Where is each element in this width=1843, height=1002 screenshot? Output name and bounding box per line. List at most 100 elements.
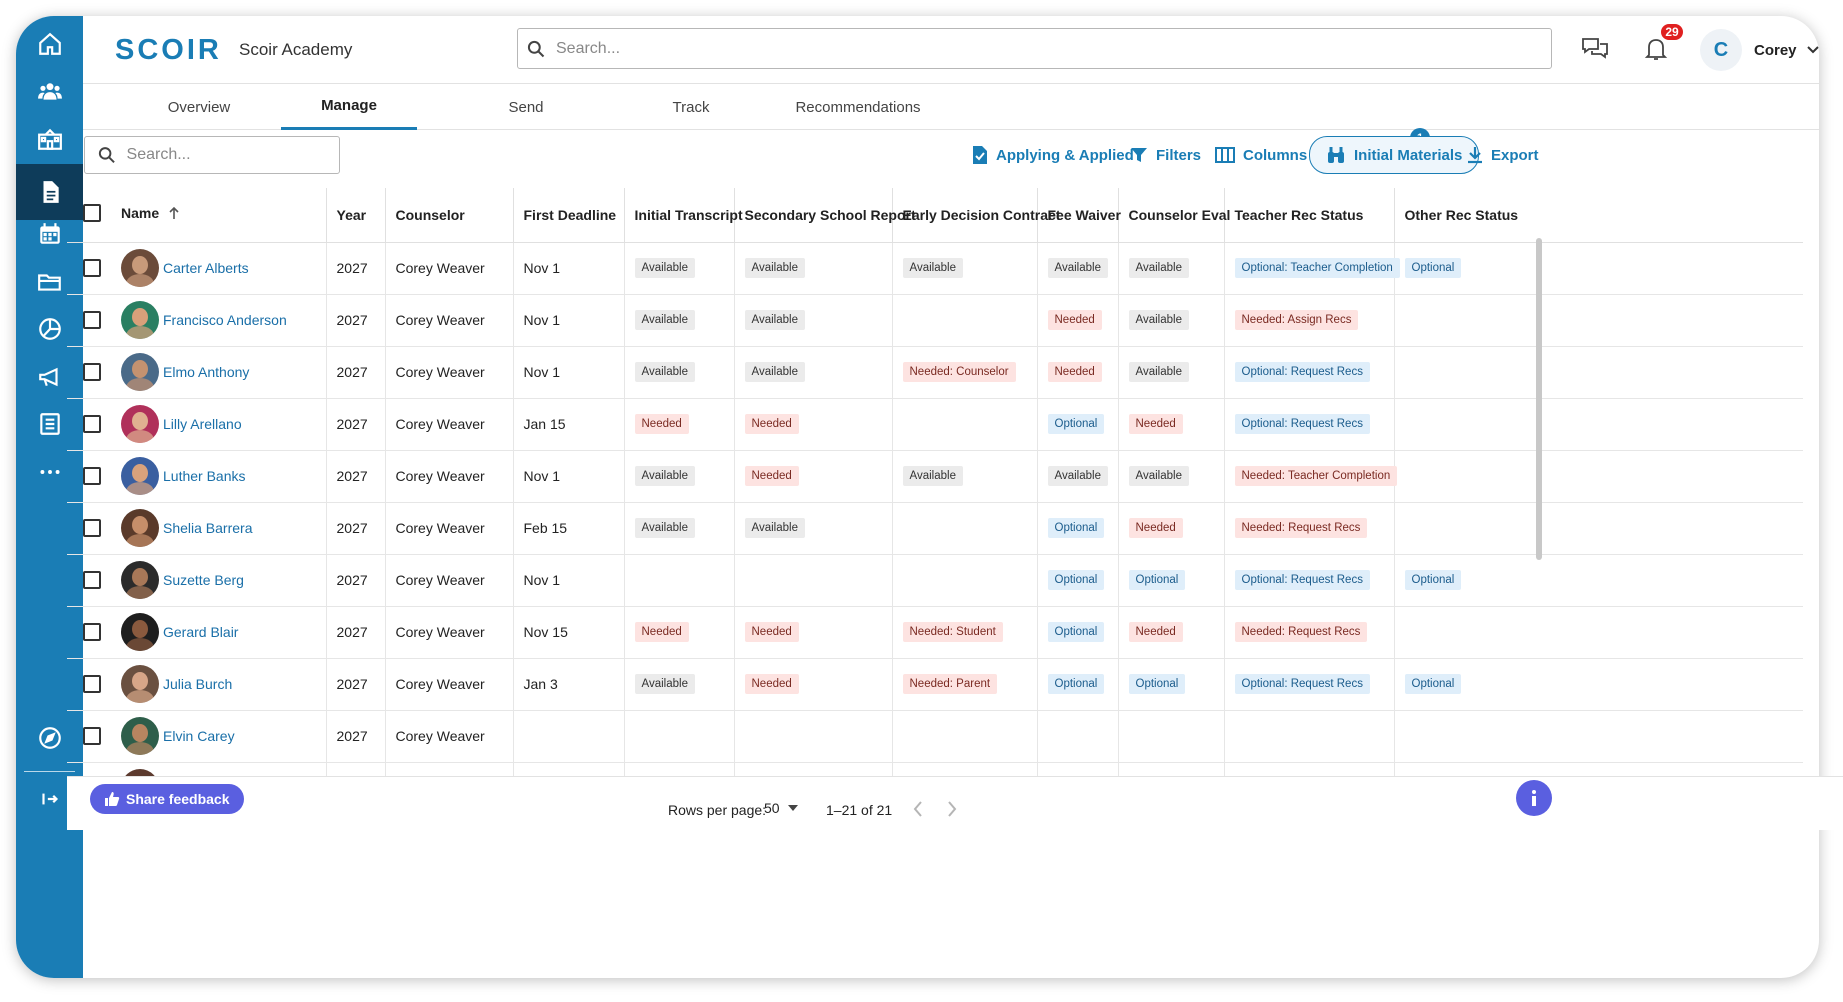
table-row[interactable]: Shelia Barrera 2027 Corey Weaver Feb 15 Avai… bbox=[67, 502, 1803, 555]
row-checkbox[interactable] bbox=[83, 727, 101, 745]
expand-sidebar-icon[interactable] bbox=[16, 771, 83, 827]
cell-counselor: Corey Weaver bbox=[385, 294, 514, 347]
table-search[interactable] bbox=[84, 136, 340, 174]
student-name-link[interactable]: Lilly Arellano bbox=[163, 416, 242, 432]
compass-icon[interactable] bbox=[16, 710, 83, 766]
checklist-icon[interactable] bbox=[16, 396, 83, 452]
student-name-link[interactable]: Shelia Barrera bbox=[163, 520, 253, 536]
column-header-first-deadline[interactable]: First Deadline bbox=[513, 188, 625, 243]
sidebar-divider bbox=[24, 771, 75, 772]
student-name-link[interactable]: Gerard Blair bbox=[163, 624, 239, 640]
column-header-other-rec-status[interactable]: Other Rec Status bbox=[1394, 188, 1803, 243]
column-header-teacher-rec-status[interactable]: Teacher Rec Status bbox=[1224, 188, 1395, 243]
student-name-link[interactable]: Suzette Berg bbox=[163, 572, 244, 588]
cell-other bbox=[1394, 346, 1803, 399]
column-header-counselor[interactable]: Counselor bbox=[385, 188, 514, 243]
column-header-secondary-school-report[interactable]: Secondary School Report bbox=[734, 188, 916, 243]
previous-page-button[interactable] bbox=[912, 800, 924, 823]
row-checkbox[interactable] bbox=[83, 311, 101, 329]
share-feedback-button[interactable]: Share feedback bbox=[90, 784, 244, 814]
filters-label: Filters bbox=[1156, 146, 1202, 164]
column-header-counselor-eval[interactable]: Counselor Eval bbox=[1118, 188, 1230, 243]
export-button[interactable]: Export bbox=[1467, 140, 1539, 170]
student-name-link[interactable]: Julia Burch bbox=[163, 676, 233, 692]
table-row[interactable]: Francisco Anderson 2027 Corey Weaver Nov 1 A… bbox=[67, 294, 1803, 347]
row-checkbox[interactable] bbox=[83, 623, 101, 641]
cell-other: Optional bbox=[1394, 658, 1803, 711]
columns-button[interactable]: Columns bbox=[1215, 140, 1307, 170]
megaphone-icon[interactable] bbox=[16, 349, 83, 405]
table-row[interactable]: Suzette Berg 2027 Corey Weaver Nov 1 Optiona… bbox=[67, 554, 1803, 607]
applying-applied-button[interactable]: Applying & Applied bbox=[972, 140, 1134, 170]
student-cell: Carter Alberts bbox=[67, 242, 327, 295]
row-checkbox[interactable] bbox=[83, 675, 101, 693]
tab-manage[interactable]: Manage bbox=[281, 84, 417, 130]
table-row[interactable]: Lilly Arellano 2027 Corey Weaver Jan 15 Need… bbox=[67, 398, 1803, 451]
column-header-year[interactable]: Year bbox=[326, 188, 386, 243]
column-header-initial-transcript[interactable]: Initial Transcript bbox=[624, 188, 743, 243]
rows-per-page-select[interactable]: 50 bbox=[764, 800, 798, 816]
row-checkbox[interactable] bbox=[83, 467, 101, 485]
global-search[interactable] bbox=[517, 28, 1552, 69]
table-row[interactable]: Carter Alberts 2027 Corey Weaver Nov 1 Avail… bbox=[67, 242, 1803, 295]
cell-text: 2027 bbox=[336, 312, 368, 328]
analytics-icon[interactable] bbox=[16, 301, 83, 357]
table-search-input[interactable] bbox=[126, 146, 339, 164]
row-checkbox[interactable] bbox=[83, 519, 101, 537]
avatar bbox=[121, 509, 159, 547]
row-checkbox[interactable] bbox=[83, 571, 101, 589]
table-scrollbar[interactable] bbox=[1536, 238, 1542, 560]
row-checkbox[interactable] bbox=[83, 415, 101, 433]
student-name-link[interactable]: Francisco Anderson bbox=[163, 312, 287, 328]
tab-send[interactable]: Send bbox=[508, 98, 544, 116]
next-page-button[interactable] bbox=[946, 800, 958, 823]
cell-text: 2027 bbox=[336, 624, 368, 640]
people-icon[interactable] bbox=[16, 63, 83, 119]
table-row[interactable]: Luther Banks 2027 Corey Weaver Nov 1 Availab… bbox=[67, 450, 1803, 503]
cell-fee: Optional bbox=[1037, 658, 1119, 711]
user-menu[interactable]: C Corey bbox=[1700, 28, 1819, 72]
avatar bbox=[121, 769, 159, 776]
more-icon[interactable] bbox=[16, 444, 83, 500]
row-checkbox[interactable] bbox=[83, 363, 101, 381]
student-name-link[interactable]: Luther Banks bbox=[163, 468, 246, 484]
avatar bbox=[121, 457, 159, 495]
initial-materials-button[interactable]: Initial Materials bbox=[1309, 136, 1480, 174]
calendar-icon[interactable] bbox=[16, 206, 83, 262]
student-name-link[interactable]: Elvin Carey bbox=[163, 728, 235, 744]
column-header-early-decision-contract[interactable]: Early Decision Contract bbox=[892, 188, 1060, 243]
cell-teacher bbox=[1224, 710, 1395, 763]
row-checkbox[interactable] bbox=[83, 259, 101, 277]
student-name-link[interactable]: Elmo Anthony bbox=[163, 364, 250, 380]
column-header-name[interactable]: Name bbox=[67, 188, 327, 243]
student-name-cell: Lilly Arellano bbox=[77, 405, 326, 443]
folder-icon[interactable] bbox=[16, 254, 83, 310]
home-icon[interactable] bbox=[16, 16, 83, 72]
cell-counselor: Corey Weaver bbox=[385, 554, 514, 607]
select-all-checkbox[interactable] bbox=[83, 204, 101, 223]
status-badge: Available bbox=[744, 258, 805, 278]
table-row[interactable]: Elvin Carey 2027 Corey Weaver bbox=[67, 710, 1803, 763]
school-icon[interactable] bbox=[16, 111, 83, 167]
table-row[interactable]: Gerard Blair 2027 Corey Weaver Nov 15 Needed… bbox=[67, 606, 1803, 659]
cell-edc: Needed: Counselor bbox=[892, 346, 1038, 399]
cell-fee: Optional bbox=[1037, 762, 1119, 776]
column-header-fee-waiver[interactable]: Fee Waiver bbox=[1037, 188, 1121, 243]
bell-icon[interactable] bbox=[1639, 32, 1673, 66]
status-badge: Available bbox=[744, 310, 805, 330]
table-row[interactable]: Marcie Christian2027Corey WeaverDec 1Nee… bbox=[67, 762, 1803, 776]
student-name-link[interactable]: Carter Alberts bbox=[163, 260, 249, 276]
global-search-input[interactable] bbox=[556, 39, 1479, 58]
table-row[interactable]: Julia Burch 2027 Corey Weaver Jan 3 Availabl… bbox=[67, 658, 1803, 711]
filters-button[interactable]: Filters bbox=[1130, 140, 1201, 170]
help-widget-button[interactable] bbox=[1516, 780, 1552, 816]
table-row[interactable]: Elmo Anthony 2027 Corey Weaver Nov 1 Availab… bbox=[67, 346, 1803, 399]
cell-text: Corey Weaver bbox=[395, 624, 485, 640]
tab-track[interactable]: Track bbox=[672, 98, 710, 116]
sort-arrow-up-icon[interactable] bbox=[167, 206, 181, 220]
cell-teacher: Needed: Request Recs bbox=[1224, 502, 1395, 555]
scoir-logo[interactable]: SCOIR bbox=[115, 34, 222, 66]
tab-recommendations[interactable]: Recommendations bbox=[795, 98, 921, 116]
tab-overview[interactable]: Overview bbox=[167, 98, 231, 116]
messages-icon[interactable] bbox=[1578, 32, 1612, 66]
